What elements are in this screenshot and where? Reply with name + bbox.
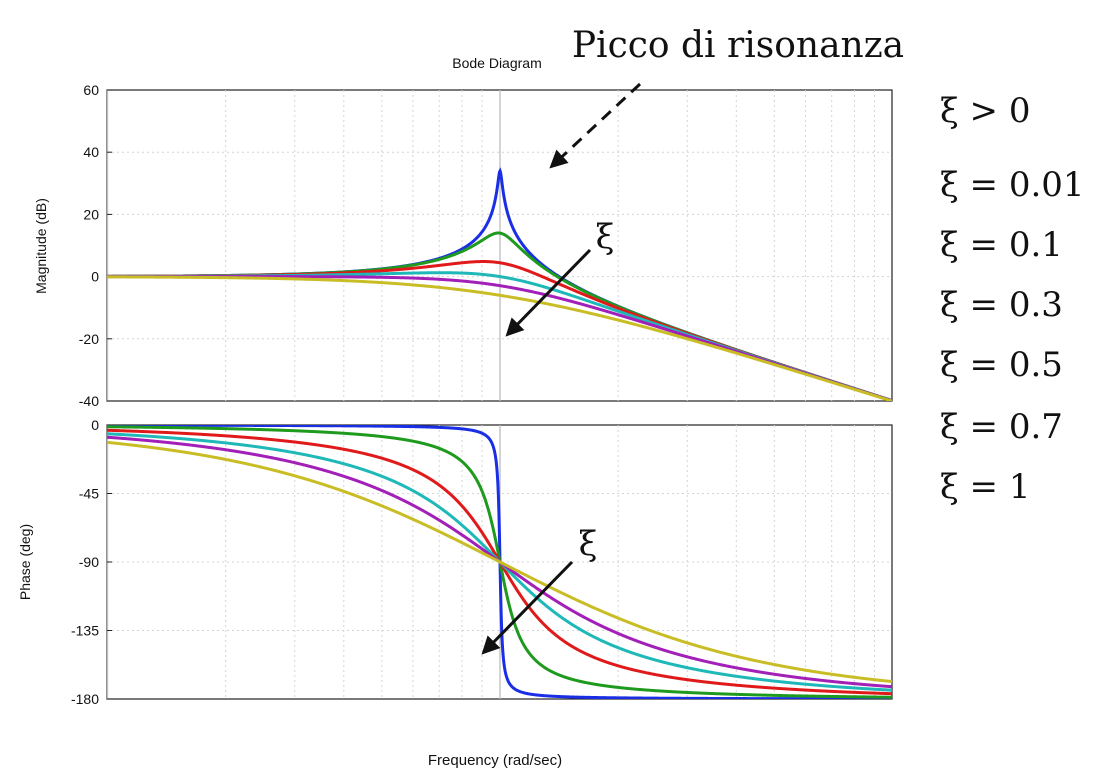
resonance-peak-annotation: Picco di risonanza: [572, 25, 904, 66]
y-tick-label: 0: [91, 269, 99, 285]
legend-item: ξ = 0.7: [940, 407, 1063, 447]
phase-ylabel: Phase (deg): [17, 524, 33, 600]
y-tick-label: -45: [79, 486, 99, 502]
legend-header: ξ > 0: [940, 91, 1030, 131]
legend: ξ > 0 ξ = 0.01 ξ = 0.1 ξ = 0.3 ξ = 0.5 ξ…: [940, 91, 1085, 507]
x-axis-label: Frequency (rad/sec): [428, 752, 562, 769]
magnitude-series-line: [107, 275, 892, 401]
y-tick-label: -20: [79, 331, 99, 347]
legend-item: ξ = 0.1: [940, 225, 1063, 265]
magnitude-xi-arrow: [505, 248, 592, 337]
resonance-peak-arrow: [549, 82, 642, 169]
legend-item: ξ = 0.01: [940, 165, 1085, 205]
phase-xi-annotation: ξ: [579, 524, 598, 564]
legend-item: ξ = 0.3: [940, 285, 1063, 325]
y-tick-label: -135: [71, 623, 99, 639]
phase-series-line: [107, 425, 892, 699]
magnitude-y-ticks: 60 40 20 0 -20 -40: [79, 82, 112, 409]
magnitude-ylabel: Magnitude (dB): [33, 198, 49, 294]
y-tick-label: -180: [71, 691, 99, 707]
chart-title: Bode Diagram: [452, 55, 542, 71]
phase-y-ticks: 0 -45 -90 -135 -180: [71, 417, 112, 707]
y-tick-label: 20: [83, 206, 99, 222]
legend-item: ξ = 0.5: [940, 345, 1063, 385]
y-tick-label: 40: [83, 144, 99, 160]
phase-lines: [107, 425, 892, 699]
magnitude-grid: [106, 90, 892, 401]
y-tick-label: 60: [83, 82, 99, 98]
phase-series-line: [107, 440, 892, 684]
y-tick-label: 0: [91, 417, 99, 433]
magnitude-xi-annotation: ξ: [596, 217, 615, 257]
phase-xi-arrow: [481, 560, 574, 655]
legend-item: ξ = 1: [940, 467, 1030, 507]
magnitude-panel: 60 40 20 0 -20 -40 Magnitude (dB): [33, 82, 893, 409]
magnitude-lines: [107, 167, 892, 401]
y-tick-label: -40: [79, 393, 99, 409]
y-tick-label: -90: [79, 554, 99, 570]
phase-panel: 0 -45 -90 -135 -180 Phase (deg): [17, 417, 893, 707]
